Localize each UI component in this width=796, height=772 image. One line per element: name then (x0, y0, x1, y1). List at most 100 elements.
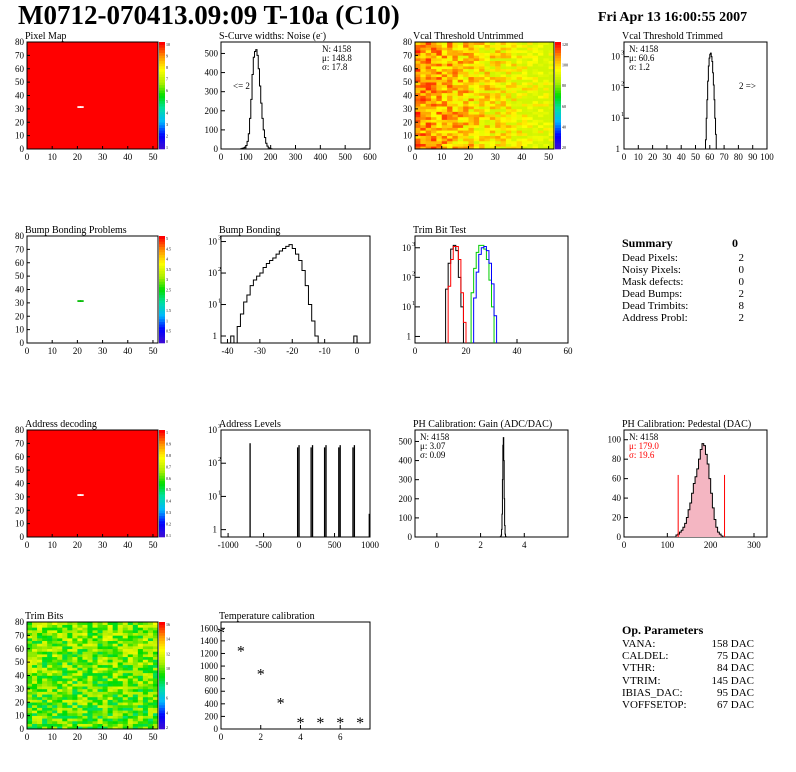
heatmap-cell (142, 672, 149, 676)
heatmap-cell (127, 702, 134, 706)
heatmap-cell (479, 111, 485, 115)
heatmap-cell (543, 76, 549, 80)
heatmap-cell (516, 76, 523, 80)
palette-cell (555, 138, 561, 142)
heatmap-cell (527, 50, 533, 53)
heatmap-cell (543, 140, 549, 144)
heatmap-cell (495, 119, 501, 123)
heatmap-cell (495, 124, 501, 128)
heatmap-cell (489, 90, 496, 94)
palette-label: 0.5 (166, 329, 171, 334)
heatmap-cell (457, 68, 464, 72)
heatmap-cell (495, 103, 501, 107)
heatmap-cell (52, 627, 58, 631)
heatmap-cell (500, 52, 507, 56)
heatmap-cell (548, 119, 555, 123)
y-tick-exp: 3 (412, 242, 415, 248)
heatmap-cell (47, 683, 53, 687)
x-tick-label: 0 (219, 732, 224, 742)
heatmap-cell (97, 648, 103, 652)
palette-cell (159, 630, 165, 633)
heatmap-cell (52, 688, 58, 692)
palette-cell (159, 656, 165, 660)
heatmap-cell (92, 632, 98, 636)
heatmap-cell (532, 103, 539, 107)
heatmap-cell (62, 667, 68, 671)
heatmap-cell (452, 58, 459, 62)
heatmap-cell (500, 44, 507, 48)
palette-cell (159, 273, 165, 277)
heatmap-cell (147, 638, 154, 642)
heatmap-cell (436, 87, 443, 91)
heatmap-cell (52, 632, 58, 636)
x-tick-label: 70 (720, 152, 730, 162)
heatmap-cell (543, 44, 549, 48)
heatmap-cell (147, 632, 154, 636)
heatmap-cell (431, 127, 437, 131)
chart-title: S-Curve widths: Noise (e-) (219, 29, 326, 42)
heatmap-cell (511, 146, 517, 150)
heatmap-cell (484, 90, 491, 94)
heatmap-cell (441, 119, 448, 123)
heatmap-cell (72, 638, 78, 642)
heatmap-cell (142, 723, 149, 727)
heatmap-cell (431, 108, 437, 112)
heatmap-cell (62, 675, 68, 679)
y-tick-label: 80 (15, 425, 25, 435)
palette-cell (159, 726, 165, 730)
heatmap-cell (463, 146, 469, 150)
heatmap-cell (468, 130, 475, 134)
palette-cell (159, 68, 165, 72)
heatmap-cell (42, 646, 48, 650)
scatter-point: * (237, 643, 245, 660)
heatmap-cell (147, 622, 154, 625)
heatmap-cell (32, 654, 38, 658)
heatmap-cell (457, 130, 464, 134)
palette-label: 0.6 (166, 476, 171, 481)
heatmap-cell (543, 52, 549, 56)
y-tick-label: 40 (15, 91, 25, 101)
heatmap-cell (132, 635, 139, 639)
heatmap-cell (97, 654, 103, 658)
heatmap-cell (122, 622, 129, 625)
heatmap-cell (415, 87, 421, 91)
heatmap-cell (57, 667, 63, 671)
heatmap-cell (127, 726, 134, 730)
palette-cell (159, 651, 165, 655)
heatmap-cell (62, 646, 68, 650)
heatmap-cell (484, 98, 491, 102)
heatmap-cell (122, 704, 129, 708)
heatmap-cell (147, 670, 154, 674)
heatmap-cell (77, 624, 83, 628)
heatmap-cell (112, 622, 118, 625)
heatmap-cell (484, 74, 491, 78)
palette-cell (159, 683, 165, 687)
x-tick-label: 0 (355, 346, 360, 356)
heatmap-cell (87, 635, 93, 639)
heatmap-cell (447, 68, 453, 72)
heatmap-cell (441, 111, 448, 115)
heatmap-cell (473, 42, 480, 45)
heatmap-cell (452, 103, 459, 107)
y-tick-exp: 2 (412, 271, 415, 277)
heatmap-cell (67, 632, 73, 636)
heatmap-cell (495, 108, 501, 112)
palette-label: 5 (166, 99, 168, 104)
heatmap-cell (516, 108, 523, 112)
heatmap-cell (479, 44, 485, 48)
heatmap-cell (142, 718, 149, 722)
heatmap-cell (521, 44, 528, 48)
heatmap-cell (543, 63, 549, 67)
heatmap-cell (532, 87, 539, 91)
heatmap-cell (92, 683, 98, 687)
heatmap-cell (52, 726, 58, 730)
heatmap-cell (137, 712, 144, 716)
heatmap-cell (495, 143, 501, 147)
heatmap-cell (52, 704, 58, 708)
heatmap-cell (102, 699, 108, 703)
heatmap-cell (505, 84, 512, 88)
heatmap-cell (473, 55, 480, 59)
heatmap-cell (537, 68, 544, 72)
heatmap-cell (57, 670, 63, 674)
heatmap-cell (441, 92, 448, 96)
